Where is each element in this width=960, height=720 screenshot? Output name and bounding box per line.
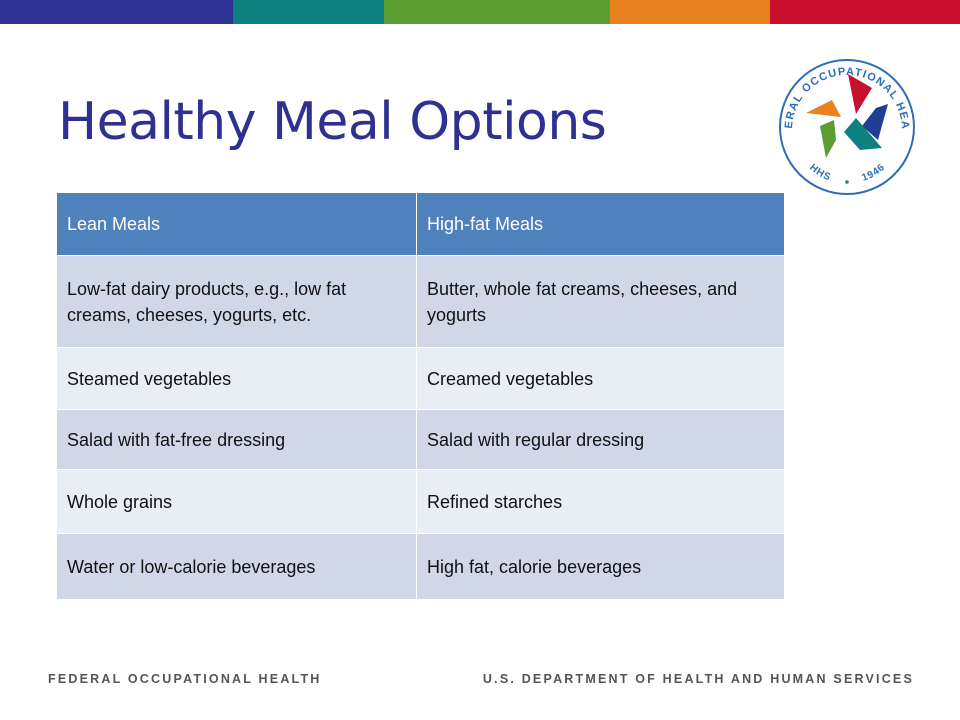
cell-lean: Steamed vegetables [56,347,417,410]
header-high-fat-meals: High-fat Meals [416,192,785,256]
stripe-orange [610,0,770,24]
footer-agency-name: FEDERAL OCCUPATIONAL HEALTH [48,672,322,686]
table-row: Low-fat dairy products, e.g., low fat cr… [56,255,785,348]
cell-lean: Whole grains [56,469,417,534]
header-lean-meals: Lean Meals [56,192,417,256]
color-stripe-bar [0,0,960,24]
cell-high-fat: Refined starches [416,469,785,534]
stripe-teal [233,0,384,24]
table-row: Steamed vegetables Creamed vegetables [56,347,785,410]
table-row: Salad with fat-free dressing Salad with … [56,409,785,470]
cell-high-fat: Creamed vegetables [416,347,785,410]
cell-lean: Water or low-calorie beverages [56,533,417,600]
cell-high-fat: Salad with regular dressing [416,409,785,470]
stripe-navy [0,0,233,24]
cell-high-fat: High fat, calorie beverages [416,533,785,600]
federal-occupational-health-seal-icon: FEDERAL OCCUPATIONAL HEALTH HHS 1946 [776,56,915,195]
seal-dot [845,180,849,184]
table-row: Water or low-calorie beverages High fat,… [56,533,785,600]
table-row: Whole grains Refined starches [56,469,785,534]
star-navy-shape [862,104,888,140]
cell-lean: Low-fat dairy products, e.g., low fat cr… [56,255,417,348]
stripe-red [770,0,960,24]
page-title: Healthy Meal Options [58,92,607,152]
meal-options-table: Lean Meals High-fat Meals Low-fat dairy … [56,192,785,600]
table-header-row: Lean Meals High-fat Meals [56,192,785,256]
star-orange-shape [806,100,841,117]
footer-department-name: U.S. DEPARTMENT OF HEALTH AND HUMAN SERV… [482,672,914,686]
cell-high-fat: Butter, whole fat creams, cheeses, and y… [416,255,785,348]
star-green-shape [820,120,836,158]
cell-lean: Salad with fat-free dressing [56,409,417,470]
stripe-green [384,0,610,24]
star-red-shape [848,74,872,114]
star-teal-shape [844,118,882,150]
seal-outer-ring [779,59,915,195]
